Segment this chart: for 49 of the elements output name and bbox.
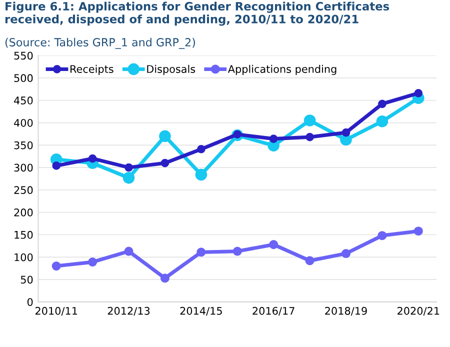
x-tick-label: 2016/17 [252, 306, 294, 316]
point [306, 132, 314, 142]
point [376, 115, 388, 128]
point [196, 248, 206, 257]
point [305, 256, 314, 266]
y-tick-label: 250 [14, 186, 33, 194]
point [124, 163, 133, 172]
legend-label: Disposals [147, 64, 196, 75]
point [195, 168, 208, 181]
point [414, 88, 423, 98]
chart-title: Figure 6.1: Applications for Gender Recognition Certificates received, disposed of and pending, 2010/11 to 2020/21 [5, 2, 390, 26]
x-tick-label: 2014/15 [180, 306, 222, 316]
y-tick-label: 300 [14, 164, 33, 172]
legend-label: Receipts [70, 64, 114, 75]
y-tick-label: 500 [14, 74, 33, 82]
y-tick-label: 150 [14, 230, 33, 239]
point [269, 134, 278, 144]
point [159, 130, 171, 142]
x-tick-label: 2010/11 [35, 306, 78, 316]
point [378, 100, 386, 108]
point [341, 249, 351, 258]
point [122, 172, 135, 184]
point [52, 262, 61, 271]
point [88, 154, 97, 163]
point [414, 226, 423, 236]
x-tick-label: 2018/19 [325, 306, 367, 316]
point [88, 258, 98, 267]
text: (Source: Tables GRP_1 and GRP_2) [5, 38, 195, 49]
x-tick-label: 2020/21 [398, 306, 440, 316]
y-tick-label: 50 [20, 276, 33, 284]
point [269, 240, 278, 250]
point [304, 114, 316, 126]
legend-label: Applications pending [228, 64, 336, 75]
y-tick-label: 0 [27, 298, 33, 306]
point [52, 162, 61, 170]
y-tick-label: 100 [14, 253, 33, 262]
point [160, 158, 170, 168]
point [197, 144, 206, 154]
y-tick-label: 200 [14, 208, 33, 216]
x-tick-label: 2012/13 [108, 306, 150, 316]
point [378, 231, 387, 240]
point [160, 274, 170, 283]
y-tick-label: 450 [14, 96, 33, 104]
y-tick-label: 400 [14, 118, 33, 127]
point [342, 128, 350, 137]
y-tick-label: 350 [14, 141, 33, 150]
point [232, 246, 242, 256]
point [124, 246, 134, 256]
y-tick-label: 550 [14, 52, 33, 60]
